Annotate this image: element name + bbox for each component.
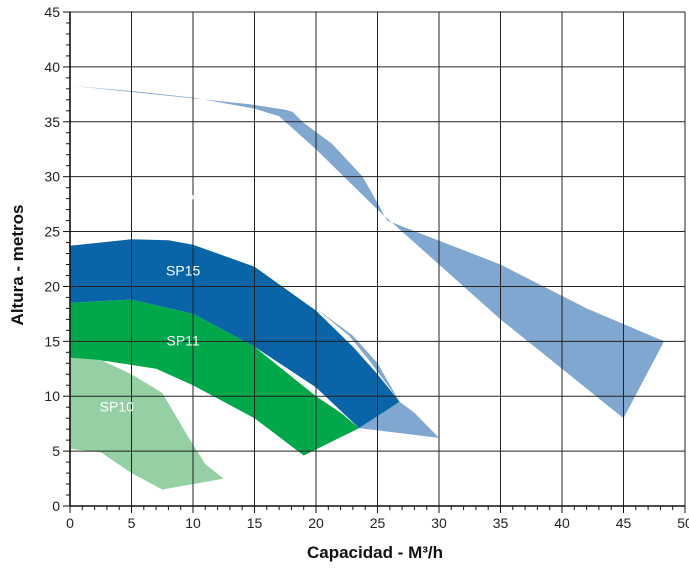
y-tick-label: 35	[44, 114, 60, 130]
y-tick-label: 30	[44, 169, 60, 185]
x-tick-label: 10	[185, 515, 201, 531]
x-tick-label: 15	[247, 515, 263, 531]
y-axis-title: Altura - metros	[8, 205, 27, 326]
area-sp22	[70, 85, 665, 438]
x-tick-label: 50	[677, 515, 689, 531]
y-tick-label: 15	[44, 333, 60, 349]
series-label-sp22: SP22	[176, 191, 210, 207]
y-tick-label: 25	[44, 224, 60, 240]
y-tick-label: 0	[52, 498, 60, 514]
area-sp10	[70, 357, 224, 490]
x-tick-label: 30	[431, 515, 447, 531]
x-tick-label: 25	[370, 515, 386, 531]
x-tick-label: 20	[308, 515, 324, 531]
grid-lines	[70, 11, 686, 506]
area-sp11	[70, 299, 360, 456]
y-tick-label: 40	[44, 59, 60, 75]
area-series-group	[70, 85, 665, 490]
series-label-sp10: SP10	[100, 399, 134, 415]
x-axis-title: Capacidad - M³/h	[307, 543, 443, 562]
x-tick-label: 5	[128, 515, 136, 531]
x-tick-label: 45	[616, 515, 632, 531]
series-labels: SP22 SP15 SP11 SP10	[100, 191, 211, 414]
x-tick-label: 35	[493, 515, 509, 531]
x-tick-label: 0	[66, 515, 74, 531]
y-tick-label: 5	[52, 443, 60, 459]
series-label-sp15: SP15	[166, 262, 200, 278]
y-tick-label: 10	[44, 388, 60, 404]
x-tick-label: 40	[554, 515, 570, 531]
series-label-sp11: SP11	[167, 333, 200, 349]
y-tick-label: 20	[44, 278, 60, 294]
axes	[63, 11, 686, 513]
x-tick-labels: 0 5 10 15 20 25 30 35 40 45 50	[66, 515, 689, 531]
y-tick-labels: 0 5 10 15 20 25 30 35 40 45	[44, 4, 60, 514]
y-tick-label: 45	[44, 4, 60, 20]
